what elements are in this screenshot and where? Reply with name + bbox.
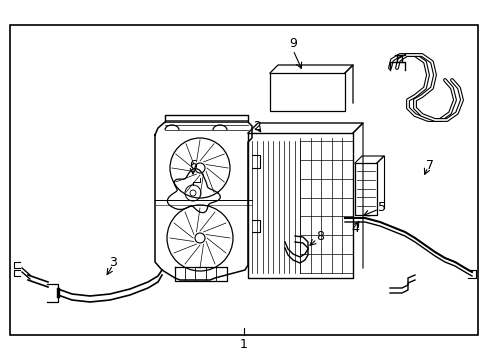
Text: 6: 6 <box>189 158 197 171</box>
Text: 1: 1 <box>240 338 247 351</box>
Bar <box>10 25 477 335</box>
Text: 7: 7 <box>425 158 433 171</box>
Text: 5: 5 <box>377 201 385 213</box>
Text: 9: 9 <box>288 36 296 50</box>
Text: 3: 3 <box>109 256 117 269</box>
Text: 8: 8 <box>315 230 324 243</box>
Text: 4: 4 <box>350 221 358 234</box>
Text: 2: 2 <box>253 120 261 132</box>
